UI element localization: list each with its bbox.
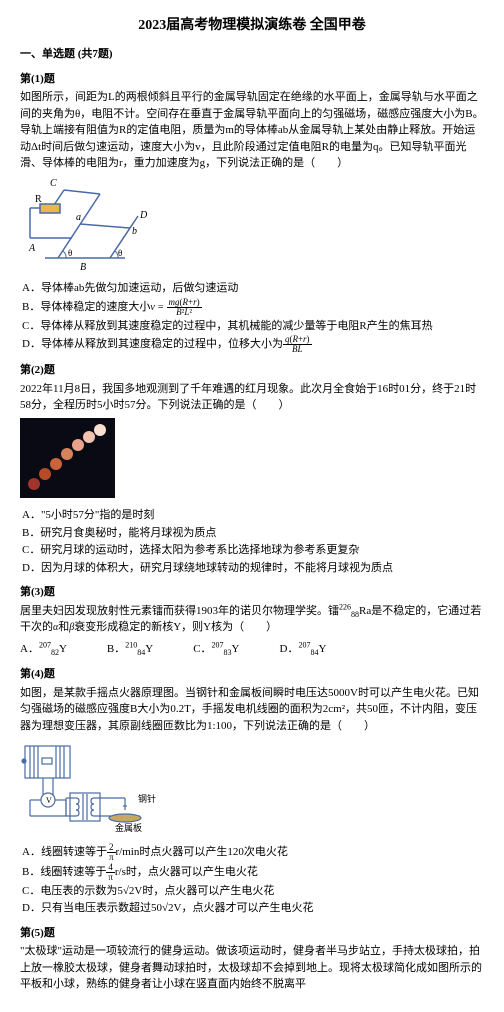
q2-figure [20, 418, 484, 504]
q1-optC: C．导体棒从释放到其速度稳定的过程中，其机械能的减少量等于电阻R产生的焦耳热 [20, 318, 484, 335]
q3-optC: C．20783Y [193, 641, 239, 658]
q1-optB: B．导体棒稳定的速度大小v = mg(R+r)B²L² [20, 298, 484, 317]
svg-text:C: C [50, 178, 57, 189]
section-header: 一、单选题 (共7题) [20, 46, 484, 63]
q2-optD: D．因为月球的体积大，研究月球绕地球转动的规律时，不能将月球视为质点 [20, 560, 484, 577]
q1-optD: D．导体棒从释放到其速度稳定的过程中，位移大小为q(R+r)BL [20, 335, 484, 354]
q5-header: 第(5)题 [20, 925, 484, 942]
svg-text:金属板: 金属板 [115, 822, 142, 833]
q1-text: 如图所示，间距为L的两根倾斜且平行的金属导轨固定在绝缘的水平面上，金属导轨与水平… [20, 89, 484, 172]
q3-optD: D．20784Y [280, 641, 327, 658]
q4-optD: D．只有当电压表示数超过50√2V，点火器才可以产生电火花 [20, 900, 484, 917]
svg-text:A: A [28, 243, 36, 254]
q4-optA: A．线圈转速等于2πr/min时点火器可以产生120次电火花 [20, 843, 484, 862]
q4-options: A．线圈转速等于2πr/min时点火器可以产生120次电火花 B．线圈转速等于4… [20, 843, 484, 917]
q3-optB: B．21084Y [107, 641, 153, 658]
svg-text:R: R [35, 194, 42, 205]
svg-text:D: D [139, 210, 148, 221]
q2-header: 第(2)题 [20, 362, 484, 379]
q4-figure: V 钢针 金属板 [20, 738, 484, 839]
svg-text:B: B [80, 262, 86, 271]
svg-text:b: b [132, 226, 137, 237]
q2-options: A．"5小时57分"指的是时刻 B．研究月食奥秘时，能将月球视为质点 C．研究月… [20, 507, 484, 576]
q3-header: 第(3)题 [20, 584, 484, 601]
q3-optA: A．20782Y [20, 641, 67, 658]
q1-optA: A．导体棒ab先做匀加速运动，后做匀速运动 [20, 280, 484, 297]
q4-optC: C．电压表的示数为5√2V时，点火器可以产生电火花 [20, 883, 484, 900]
q2-text: 2022年11月8日，我国多地观测到了千年难遇的红月现象。此次月全食始于16时0… [20, 381, 484, 414]
q5-text: "太极球"运动是一项较流行的健身运动。做该项运动时，健身者半马步站立，手持太极球… [20, 943, 484, 993]
q2-optB: B．研究月食奥秘时，能将月球视为质点 [20, 525, 484, 542]
q4-header: 第(4)题 [20, 666, 484, 683]
svg-text:θ: θ [68, 248, 72, 258]
q2-optC: C．研究月球的运动时，选择太阳为参考系比选择地球为参考系更复杂 [20, 542, 484, 559]
svg-text:钢针: 钢针 [138, 793, 156, 804]
svg-text:V: V [46, 796, 52, 805]
q4-text: 如图，是某款手摇点火器原理图。当钢针和金属板间瞬时电压达5000V时可以产生电火… [20, 685, 484, 735]
q3-text: 居里夫妇因发现放射性元素镭而获得1903年的诺贝尔物理学奖。镭22688Ra是不… [20, 603, 484, 636]
svg-text:a: a [76, 212, 81, 223]
doc-title: 2023届高考物理模拟演练卷 全国甲卷 [20, 15, 484, 36]
q1-figure: R C A a b D θ θ B [20, 176, 484, 277]
q4-optB: B．线圈转速等于4πr/s时，点火器可以产生电火花 [20, 863, 484, 882]
svg-text:θ: θ [118, 248, 122, 258]
q2-optA: A．"5小时57分"指的是时刻 [20, 507, 484, 524]
q1-header: 第(1)题 [20, 71, 484, 88]
q1-options: A．导体棒ab先做匀加速运动，后做匀速运动 B．导体棒稳定的速度大小v = mg… [20, 280, 484, 354]
q3-options: A．20782Y B．21084Y C．20783Y D．20784Y [20, 640, 484, 659]
